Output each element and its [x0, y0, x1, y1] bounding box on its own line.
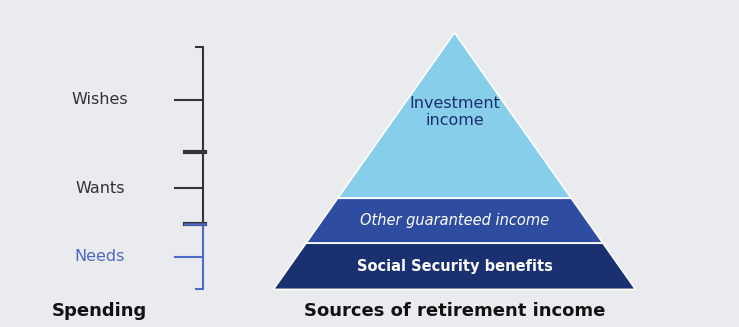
Text: Needs: Needs [75, 249, 125, 264]
Text: Sources of retirement income: Sources of retirement income [304, 302, 605, 320]
Text: Wants: Wants [75, 181, 124, 196]
Polygon shape [338, 33, 571, 198]
Polygon shape [306, 198, 603, 243]
Text: Other guaranteed income: Other guaranteed income [360, 213, 549, 228]
Text: Social Security benefits: Social Security benefits [356, 259, 553, 274]
Polygon shape [273, 243, 636, 289]
Text: Wishes: Wishes [72, 92, 128, 107]
Text: Investment
income: Investment income [409, 96, 500, 129]
Text: Spending: Spending [52, 302, 147, 320]
